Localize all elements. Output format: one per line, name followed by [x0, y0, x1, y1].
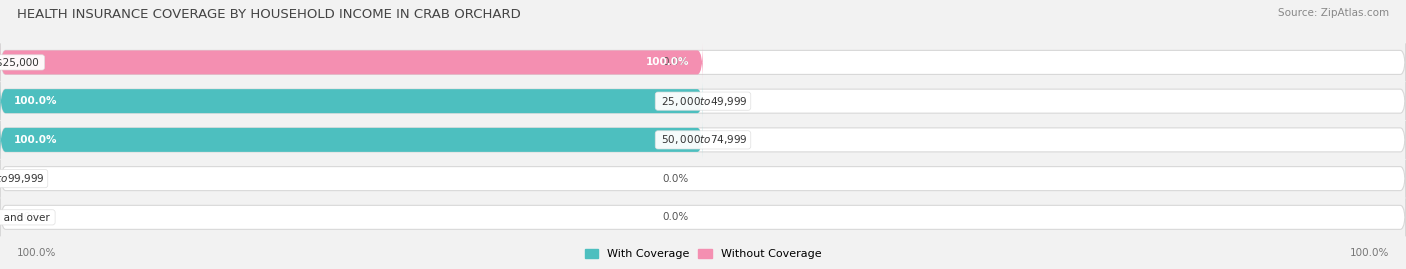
- Text: 0.0%: 0.0%: [14, 174, 41, 184]
- Text: 0.0%: 0.0%: [14, 212, 41, 222]
- FancyBboxPatch shape: [0, 82, 1406, 120]
- Legend: With Coverage, Without Coverage: With Coverage, Without Coverage: [581, 244, 825, 263]
- FancyBboxPatch shape: [0, 198, 1406, 236]
- Text: 100.0%: 100.0%: [645, 57, 689, 68]
- Text: 0.0%: 0.0%: [717, 96, 744, 106]
- Text: 0.0%: 0.0%: [717, 135, 744, 145]
- Text: $100,000 and over: $100,000 and over: [0, 212, 52, 222]
- Text: $25,000 to $49,999: $25,000 to $49,999: [658, 95, 748, 108]
- Text: 0.0%: 0.0%: [662, 174, 689, 184]
- Text: $75,000 to $99,999: $75,000 to $99,999: [0, 172, 45, 185]
- Text: 0.0%: 0.0%: [662, 57, 689, 68]
- Text: Under $25,000: Under $25,000: [0, 57, 42, 68]
- FancyBboxPatch shape: [0, 43, 1406, 82]
- Text: 100.0%: 100.0%: [17, 248, 56, 258]
- Text: 0.0%: 0.0%: [662, 212, 689, 222]
- Text: Source: ZipAtlas.com: Source: ZipAtlas.com: [1278, 8, 1389, 18]
- Text: 100.0%: 100.0%: [14, 96, 58, 106]
- FancyBboxPatch shape: [0, 43, 703, 82]
- Text: 100.0%: 100.0%: [1350, 248, 1389, 258]
- FancyBboxPatch shape: [0, 82, 703, 120]
- FancyBboxPatch shape: [0, 160, 1406, 198]
- FancyBboxPatch shape: [0, 121, 1406, 159]
- FancyBboxPatch shape: [0, 121, 703, 159]
- Text: 100.0%: 100.0%: [14, 135, 58, 145]
- Text: $50,000 to $74,999: $50,000 to $74,999: [658, 133, 748, 146]
- Text: HEALTH INSURANCE COVERAGE BY HOUSEHOLD INCOME IN CRAB ORCHARD: HEALTH INSURANCE COVERAGE BY HOUSEHOLD I…: [17, 8, 520, 21]
